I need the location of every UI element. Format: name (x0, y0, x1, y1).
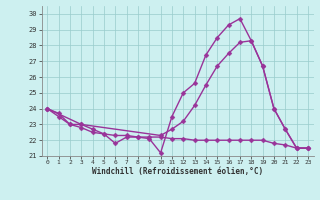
X-axis label: Windchill (Refroidissement éolien,°C): Windchill (Refroidissement éolien,°C) (92, 167, 263, 176)
